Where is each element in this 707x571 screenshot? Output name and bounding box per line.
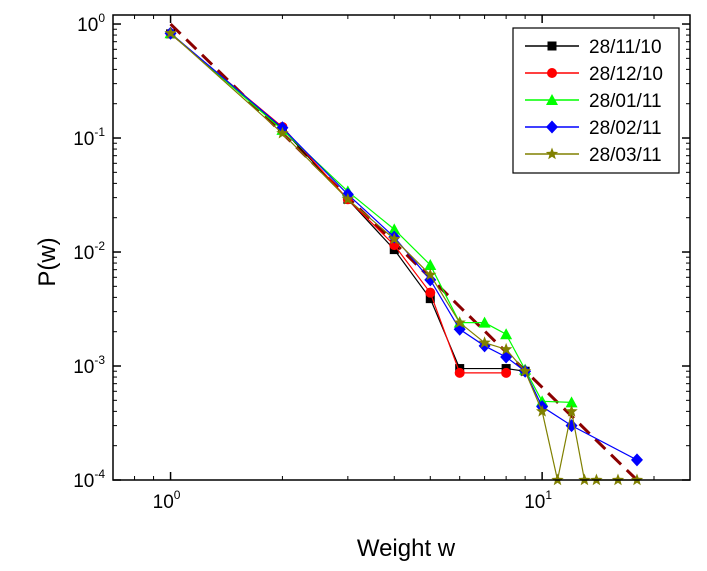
data-point — [388, 232, 401, 245]
data-point — [425, 294, 435, 304]
legend-marker — [547, 68, 557, 78]
data-point — [565, 404, 578, 417]
y-axis-title: P(w) — [34, 237, 61, 286]
y-tick-exponent: -3 — [94, 353, 105, 367]
legend-marker — [547, 41, 557, 51]
data-point — [424, 258, 437, 270]
data-point — [499, 342, 513, 355]
y-tick-exponent: 0 — [98, 11, 105, 25]
data-point — [276, 126, 289, 139]
legend-item: 28/12/10 — [525, 64, 663, 85]
y-tick-exponent: -4 — [94, 467, 105, 481]
data-point — [478, 316, 491, 328]
x-tick-exponent: 0 — [174, 488, 181, 502]
data-point — [425, 287, 436, 298]
legend-label: 28/12/10 — [589, 64, 663, 85]
data-point — [454, 367, 465, 378]
x-tick-exponent: 1 — [545, 488, 552, 502]
legend-label: 28/03/11 — [589, 145, 662, 166]
x-axis-title: Weight w — [357, 535, 456, 562]
data-point — [453, 316, 466, 328]
legend-item: 28/11/10 — [525, 37, 662, 58]
data-point — [501, 367, 512, 378]
legend-label: 28/01/11 — [589, 91, 662, 112]
legend-marker — [545, 147, 559, 160]
data-point — [424, 273, 437, 287]
legend-item: 28/01/11 — [525, 91, 662, 112]
y-tick-exponent: -2 — [94, 239, 105, 253]
legend-item: 28/03/11 — [525, 145, 662, 166]
legend-item: 28/02/11 — [525, 118, 662, 139]
legend-label: 28/11/10 — [589, 37, 662, 58]
data-point — [164, 26, 177, 39]
data-point — [478, 336, 491, 348]
data-point — [630, 453, 643, 467]
data-point — [424, 268, 437, 281]
legend-marker — [546, 120, 558, 134]
data-point — [388, 223, 401, 235]
plot-frame — [112, 14, 691, 481]
data-point — [500, 328, 513, 340]
legend-marker — [546, 94, 558, 105]
y-tick-exponent: -1 — [94, 125, 105, 139]
legend: 28/11/10 28/12/10 28/01/11 28/02/11 28/03/11 — [512, 27, 680, 174]
data-point — [565, 396, 578, 408]
legend-label: 28/02/11 — [589, 118, 662, 139]
data-point — [341, 192, 355, 205]
plot-area — [164, 22, 644, 486]
data-point — [535, 404, 549, 417]
data-point — [518, 364, 532, 377]
